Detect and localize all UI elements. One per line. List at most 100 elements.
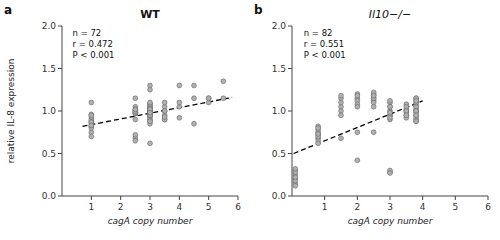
x-tick (488, 196, 489, 200)
point (293, 166, 298, 171)
x-axis-label: cagA copy number (108, 216, 194, 226)
point (133, 107, 138, 112)
point (414, 119, 419, 124)
point (371, 93, 376, 98)
point (133, 132, 138, 137)
x-tick-label: 5 (452, 202, 458, 212)
point (177, 100, 182, 105)
point (316, 132, 321, 137)
y-tick-label: 0.5 (272, 149, 286, 159)
x-tick (208, 196, 209, 200)
point (414, 98, 419, 103)
point (414, 98, 419, 103)
plot-area (83, 79, 233, 146)
y-tick (288, 153, 292, 154)
x-tick (150, 196, 151, 200)
title: Il10−/− (369, 8, 411, 21)
point (162, 100, 167, 105)
point (371, 104, 376, 109)
x-tick (91, 196, 92, 200)
point (339, 136, 344, 141)
point (414, 113, 419, 118)
point (414, 113, 419, 118)
point (339, 113, 344, 118)
point (404, 113, 409, 118)
annotation: P < 0.001 (304, 50, 346, 60)
x-tick-label: 4 (176, 202, 182, 212)
point (162, 115, 167, 120)
point (148, 110, 153, 115)
point (133, 107, 138, 112)
x-tick-label: 1 (88, 202, 94, 212)
point (355, 104, 360, 109)
y-tick (58, 68, 62, 69)
y-tick-label: 2.0 (272, 21, 287, 31)
y-tick-label: 0.5 (42, 149, 56, 159)
point (221, 96, 226, 101)
point (355, 93, 360, 98)
point (89, 134, 94, 139)
point (133, 96, 138, 101)
x-tick (324, 196, 325, 200)
point (388, 104, 393, 109)
x-tick-label: 3 (387, 202, 393, 212)
point (371, 130, 376, 135)
point (133, 138, 138, 143)
annotation: n = 82 (304, 28, 333, 38)
x-tick-label: 3 (147, 202, 153, 212)
annotation: r = 0.472 (73, 39, 113, 49)
point (339, 93, 344, 98)
point (293, 183, 298, 188)
point (293, 175, 298, 180)
x-tick-label: 2 (354, 202, 360, 212)
x-tick (422, 196, 423, 200)
y-tick (288, 111, 292, 112)
y-tick-label: 0.0 (272, 191, 287, 201)
point (339, 100, 344, 105)
point (206, 96, 211, 101)
point (316, 126, 321, 131)
point (388, 110, 393, 115)
panel-label: a (4, 3, 12, 17)
point (388, 115, 393, 120)
chart-root: 1234560.00.51.01.52.0cagA copy numberrel… (0, 0, 500, 240)
point (316, 141, 321, 146)
x-tick-label: 6 (235, 202, 241, 212)
x-tick (179, 196, 180, 200)
point (177, 83, 182, 88)
y-tick-label: 1.0 (42, 106, 57, 116)
point (162, 109, 167, 114)
y-tick (58, 26, 62, 27)
point (148, 119, 153, 124)
y-tick (58, 153, 62, 154)
panel: 1234560.00.51.01.52.0cagA copy numberrel… (4, 3, 241, 226)
plot-area (293, 90, 423, 188)
point (371, 93, 376, 98)
point (192, 83, 197, 88)
x-tick (357, 196, 358, 200)
point (148, 83, 153, 88)
x-tick-label: 5 (206, 202, 212, 212)
point (192, 121, 197, 126)
point (355, 158, 360, 163)
point (133, 117, 138, 122)
x-tick-label: 1 (322, 202, 328, 212)
point (388, 171, 393, 176)
x-tick-label: 4 (420, 202, 426, 212)
point (89, 100, 94, 105)
y-tick (288, 196, 292, 197)
x-tick (390, 196, 391, 200)
point (414, 119, 419, 124)
x-tick (120, 196, 121, 200)
x-tick (238, 196, 239, 200)
annotation: n = 72 (73, 28, 102, 38)
point (177, 115, 182, 120)
y-tick-label: 2.0 (42, 21, 57, 31)
trendline (294, 101, 423, 154)
y-tick-label: 1.5 (272, 64, 286, 74)
y-tick (288, 68, 292, 69)
y-tick (58, 111, 62, 112)
x-tick (455, 196, 456, 200)
point (355, 130, 360, 135)
point (192, 96, 197, 101)
